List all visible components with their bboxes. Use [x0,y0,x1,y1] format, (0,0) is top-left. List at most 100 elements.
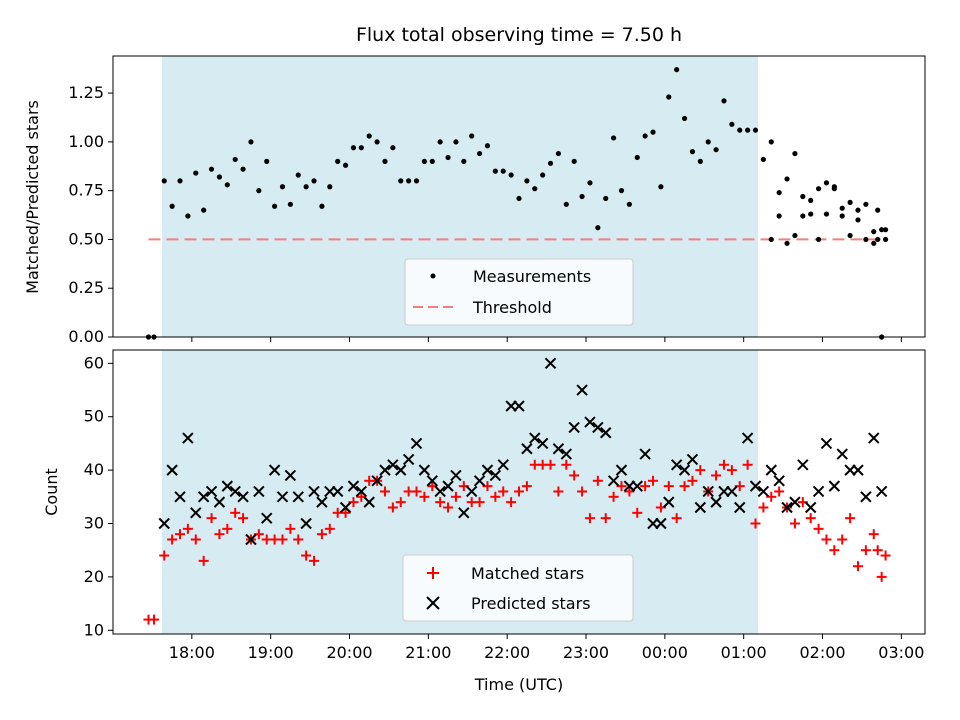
measurement-point [571,158,577,164]
predicted-star-point [529,432,541,444]
measurement-point [871,229,877,235]
bottom-x-tick-label: 02:00 [799,643,845,662]
predicted-star-point [497,459,509,471]
measurement-point [879,227,885,233]
predicted-star-point [513,400,525,412]
matched-star-point [553,486,564,497]
predicted-star-point [781,501,793,514]
predicted-star-point [284,469,297,482]
matched-star-point [222,523,233,534]
predicted-star-point [426,475,438,487]
predicted-star-point [450,469,462,482]
predicted-star-point [473,475,486,487]
top-y-tick-label: 0.25 [68,278,104,297]
measurement-point [689,149,696,155]
predicted-star-point [379,464,391,476]
predicted-star-point [387,459,399,471]
measurement-point [768,236,774,243]
predicted-star-point [789,496,801,508]
top-y-ticks: 0.00 0.25 0.50 0.75 1.00 1.25 [68,83,113,346]
predicted-star-point [245,533,257,546]
measurement-point [603,195,609,202]
measurement-point [855,217,861,223]
matched-star-point [880,550,891,561]
measurement-point [697,158,703,164]
measurement-point [823,211,830,217]
matched-star-point [750,518,761,529]
measurement-point [161,178,167,184]
predicted-star-point [174,491,186,503]
matched-star-point [608,491,619,502]
predicted-star-point [670,459,683,471]
bottom-x-tick-label: 00:00 [642,643,688,662]
predicted-star-point [584,416,596,428]
measurement-point [398,178,404,184]
measurement-point [784,176,790,182]
predicted-star-point [868,432,880,444]
predicted-star-point [213,496,226,508]
bottom-y-axis-label: Count [42,468,61,516]
predicted-star-point [331,485,344,498]
matched-star-point [679,481,690,492]
predicted-star-point [268,464,281,476]
matched-star-point [758,502,769,513]
measurement-point [839,205,845,211]
matched-star-point [813,523,824,534]
measurement-point [382,158,388,164]
matched-star-point [190,534,201,545]
bottom-legend: Matched stars Predicted stars [402,554,634,622]
top-y-tick-label: 1.00 [68,132,104,151]
predicted-star-point [655,517,667,530]
measurement-point [642,133,648,139]
matched-star-point [293,534,304,545]
measurement-point [729,121,735,127]
predicted-star-point [741,432,754,444]
measurement-point [823,180,830,186]
bottom-x-tick-label: 01:00 [721,643,767,662]
measurement-point [808,211,814,217]
predicted-star-point [395,464,407,476]
matched-star-point [411,486,422,497]
bottom-x-tick-label: 22:00 [484,643,530,662]
predicted-star-point [253,485,265,498]
predicted-star-point [347,480,360,492]
measurement-point [855,207,861,213]
matched-star-point [577,486,588,497]
predicted-star-point [205,485,218,498]
measurement-point [760,156,766,163]
measurement-point [256,188,262,194]
measurement-point [374,139,380,145]
bottom-y-tick-label: 60 [84,353,104,372]
matched-star-point [309,555,320,566]
matched-star-point [419,491,430,502]
measurement-point [461,158,467,164]
predicted-star-point [749,480,762,492]
matched-star-point [474,497,485,508]
measurement-point [792,150,798,157]
matched-star-point [450,491,461,502]
measurement-point [208,166,215,172]
predicted-star-point [418,464,431,476]
measurement-point [484,143,491,149]
bottom-x-tick-label: 20:00 [326,643,372,662]
measurement-point [634,154,640,161]
matched-star-point [277,534,288,545]
predicted-star-point [694,501,707,514]
bottom-x-tick-label: 03:00 [878,643,924,662]
measurement-point [437,139,443,145]
bottom-x-tick-label: 18:00 [169,643,215,662]
predicted-star-point [410,437,423,450]
measurement-point [453,139,459,145]
measurement-point [776,213,782,219]
measurement-point [871,240,877,246]
measurement-point [666,94,672,100]
matched-star-point [687,475,698,486]
measurement-point [185,213,191,219]
matched-star-point [648,475,659,486]
predicted-star-point [734,501,746,514]
matched-star-point [837,534,848,545]
predicted-star-point [536,437,549,450]
matched-star-point [230,507,241,518]
measurement-point [875,236,881,243]
bottom-y-tick-label: 30 [84,513,104,532]
